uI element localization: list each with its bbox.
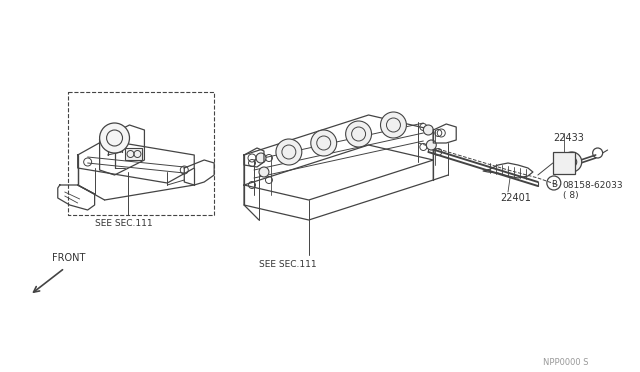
Circle shape xyxy=(100,123,129,153)
Text: FRONT: FRONT xyxy=(52,253,85,263)
Text: NPP0000 S: NPP0000 S xyxy=(543,358,588,367)
Circle shape xyxy=(346,121,372,147)
Text: 22433: 22433 xyxy=(553,133,584,143)
Circle shape xyxy=(381,112,406,138)
Bar xyxy=(553,152,575,174)
Text: ( 8): ( 8) xyxy=(563,191,579,200)
Circle shape xyxy=(256,153,266,163)
Text: SEE SEC.111: SEE SEC.111 xyxy=(95,219,152,228)
Text: 22401: 22401 xyxy=(500,193,531,203)
Circle shape xyxy=(276,139,302,165)
Bar xyxy=(125,148,143,160)
Circle shape xyxy=(311,130,337,156)
Text: 08158-62033: 08158-62033 xyxy=(563,181,623,190)
Text: B: B xyxy=(551,180,557,189)
Circle shape xyxy=(259,167,269,177)
Circle shape xyxy=(423,125,433,135)
Circle shape xyxy=(562,152,582,172)
Circle shape xyxy=(426,140,436,150)
Text: SEE SEC.111: SEE SEC.111 xyxy=(259,260,317,269)
